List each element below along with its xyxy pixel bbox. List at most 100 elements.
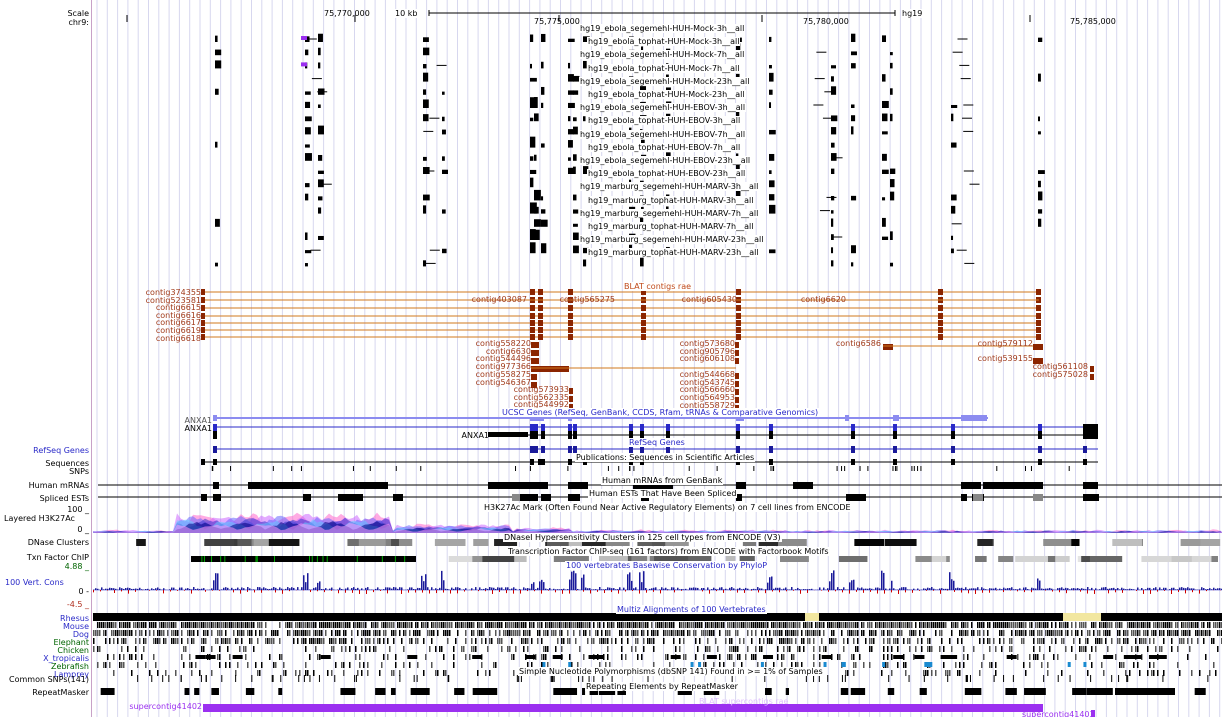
side-label-cons[interactable]: 100 Vert. Cons xyxy=(5,578,64,587)
contig-label[interactable]: contig905796 xyxy=(679,346,735,356)
contig-label[interactable]: contig374355 xyxy=(145,288,201,297)
contig-label[interactable]: contig6619 xyxy=(155,326,201,335)
ruler-tick-1: 75,770,000 xyxy=(324,9,370,18)
supercontig-label-1[interactable]: supercontig41402 xyxy=(129,702,202,711)
species-dog[interactable]: Dog xyxy=(72,630,89,639)
publications-title[interactable]: Publications: Sequences in Scientific Ar… xyxy=(575,453,756,462)
species-mouse[interactable]: Mouse xyxy=(63,622,89,631)
genome-track-area[interactable]: 75,770,000 75,775,000 75,780,000 75,785,… xyxy=(93,0,1222,717)
contig-label[interactable]: contig546367 xyxy=(475,377,531,387)
species-lamprey[interactable]: Lamprey xyxy=(54,670,89,679)
supercontig-label-2[interactable]: supercontig41403 xyxy=(1022,710,1095,717)
txn-track-title[interactable]: Transcription Factor ChIP-seq (161 facto… xyxy=(507,547,830,556)
contig-label[interactable]: contig403087 xyxy=(471,295,527,304)
cons-axis-max: 4.88 _ xyxy=(64,562,89,571)
dnase-track-title[interactable]: DNaseI Hypersensitivity Clusters in 125 … xyxy=(503,533,782,542)
rna-track-title[interactable]: hg19_ebola_tophat-HUH-Mock-23h__all xyxy=(587,90,746,99)
side-label-txn[interactable]: Txn Factor ChIP xyxy=(26,553,89,562)
side-label-refseq[interactable]: RefSeq Genes xyxy=(33,446,89,455)
side-label-ests[interactable]: Spliced ESTs xyxy=(39,494,89,503)
ruler-tick-3: 75,780,000 xyxy=(803,17,849,26)
contig-label[interactable]: contig6586 xyxy=(835,339,881,348)
gene-label-anxa1-3[interactable]: ANXA1 xyxy=(461,431,490,440)
rna-track-title[interactable]: hg19_ebola_tophat-HUH-Mock-7h__all xyxy=(587,63,741,73)
contig-label[interactable]: contig544496 xyxy=(475,354,531,364)
contig-label[interactable]: contig543745 xyxy=(679,377,735,387)
contig-label[interactable]: contig523581 xyxy=(145,295,201,305)
contig-label[interactable]: contig565275 xyxy=(559,295,615,304)
contig-label[interactable]: contig579112 xyxy=(977,339,1033,348)
contig-label[interactable]: contig562335 xyxy=(513,392,569,402)
side-label-common-snps[interactable]: Common SNPs(141) xyxy=(9,675,89,684)
rna-track-title[interactable]: hg19_ebola_segemehl-HUH-Mock-23h__all xyxy=(579,76,751,86)
contig-label[interactable]: contig561108 xyxy=(1032,362,1088,371)
species-rhesus[interactable]: Rhesus xyxy=(60,614,89,623)
species-chicken[interactable]: Chicken xyxy=(57,646,89,655)
rna-track-title[interactable]: hg19_ebola_segemehl-HUH-Mock-3h__all xyxy=(579,24,746,33)
gene-label-anxa1-2[interactable]: ANXA1 xyxy=(184,424,213,433)
contig-label[interactable]: contig606108 xyxy=(679,354,735,364)
side-label-dnase[interactable]: DNase Clusters xyxy=(27,538,89,547)
track-label-sidebar: Scale chr9: RefSeq Genes Sequences SNPs … xyxy=(0,0,92,717)
species-xtropicalis[interactable]: X_tropicalis xyxy=(43,654,89,663)
rna-track-title[interactable]: hg19_marburg_segemehl-HUH-MARV-3h__all xyxy=(579,182,760,192)
ruler-tick-2: 75,775,000 xyxy=(534,17,580,26)
rna-track-title[interactable]: hg19_marburg_segemehl-HUH-MARV-23h__all xyxy=(579,235,765,245)
ucsc-genes-title[interactable]: UCSC Genes (RefSeq, GenBank, CCDS, Rfam,… xyxy=(501,408,820,417)
rna-track-title[interactable]: hg19_ebola_tophat-HUH-EBOV-3h__all xyxy=(587,116,742,126)
contig-label[interactable]: contig544668 xyxy=(679,370,735,379)
rna-track-title[interactable]: hg19_marburg_segemehl-HUH-MARV-7h__all xyxy=(579,208,760,218)
contig-label[interactable]: contig566660 xyxy=(679,385,735,395)
contig-label[interactable]: contig558275 xyxy=(475,369,531,379)
contig-label[interactable]: contig573680 xyxy=(679,339,735,348)
side-label-sequences[interactable]: Sequences xyxy=(45,459,89,468)
snp-track-title[interactable]: Simple Nucleotide Polymorphisms (dbSNP 1… xyxy=(518,667,824,676)
contig-label[interactable]: contig564953 xyxy=(679,393,735,403)
contig-label[interactable]: contig605430 xyxy=(681,295,737,304)
contig-label[interactable]: contig6630 xyxy=(485,346,531,356)
est-track-title[interactable]: Human ESTs That Have Been Spliced xyxy=(588,489,738,498)
contig-label[interactable]: contig6618 xyxy=(155,333,201,343)
side-label-repeatmasker[interactable]: RepeatMasker xyxy=(32,688,89,697)
rna-track-title[interactable]: hg19_marburg_tophat-HUH-MARV-3h__all xyxy=(587,195,755,205)
rna-track-title[interactable]: hg19_ebola_segemehl-HUH-Mock-7h__all xyxy=(579,50,746,60)
rmsk-track-title[interactable]: Repeating Elements by RepeatMasker xyxy=(585,682,739,691)
rna-track-title[interactable]: hg19_ebola_tophat-HUH-EBOV-23h__all xyxy=(587,169,747,179)
rna-track-title[interactable]: hg19_ebola_tophat-HUH-Mock-3h__all xyxy=(587,37,741,47)
contig-label[interactable]: contig539155 xyxy=(977,354,1033,363)
contig-label[interactable]: contig575028 xyxy=(1032,370,1088,379)
rna-track-title[interactable]: hg19_ebola_segemehl-HUH-EBOV-23h__all xyxy=(579,156,752,165)
contig-label[interactable]: contig6615 xyxy=(155,303,201,313)
contig-label[interactable]: contig558220 xyxy=(475,339,531,348)
contig-label[interactable]: contig558729 xyxy=(679,400,735,410)
contig-label[interactable]: contig6620 xyxy=(800,295,846,304)
cons-track-title[interactable]: 100 vertebrates Basewise Conservation by… xyxy=(565,561,769,570)
side-label-mrnas[interactable]: Human mRNAs xyxy=(28,481,89,490)
refseq-genes-title[interactable]: RefSeq Genes xyxy=(628,438,686,447)
supercontig-track-title[interactable]: BLAT supercontigs rae xyxy=(699,697,789,706)
scale-bar-label: 10 kb xyxy=(394,9,419,18)
contig-label[interactable]: contig6616 xyxy=(155,310,201,320)
rna-track-title[interactable]: hg19_ebola_segemehl-HUH-EBOV-3h__all xyxy=(579,103,747,113)
cons-axis-min: -4.5 _ xyxy=(66,600,89,609)
contig-label[interactable]: contig977366 xyxy=(475,362,531,372)
mrna-track-title[interactable]: Human mRNAs from GenBank xyxy=(601,476,724,485)
rna-track-title[interactable]: hg19_marburg_tophat-HUH-MARV-7h__all xyxy=(587,222,755,231)
species-zebrafish[interactable]: Zebrafish xyxy=(51,662,89,671)
rna-track-title[interactable]: hg19_marburg_tophat-HUH-MARV-23h__all xyxy=(587,248,760,258)
contig-label[interactable]: contig544992 xyxy=(513,400,569,410)
side-label-h3k27ac[interactable]: Layered H3K27Ac xyxy=(4,514,75,523)
rna-track-title[interactable]: hg19_ebola_segemehl-HUH-EBOV-7h__all xyxy=(579,129,747,139)
multiz-track-title[interactable]: Multiz Alignments of 100 Vertebrates xyxy=(616,605,767,614)
contig-label[interactable]: contig6617 xyxy=(155,318,201,328)
contig-label[interactable]: contig573933 xyxy=(513,385,569,394)
side-label-snps[interactable]: SNPs xyxy=(69,467,89,476)
scale-label: Scale xyxy=(67,9,89,18)
rna-track-title[interactable]: hg19_ebola_tophat-HUH-EBOV-7h__all xyxy=(587,142,742,152)
gene-label-anxa1-1[interactable]: ANXA1 xyxy=(184,416,213,425)
blat-contigs-title[interactable]: BLAT contigs rae xyxy=(623,282,693,291)
cons-axis-zero: 0 - xyxy=(78,587,89,596)
species-elephant[interactable]: Elephant xyxy=(53,638,89,647)
ruler-tick-4: 75,785,000 xyxy=(1070,17,1116,26)
h3k27ac-track-title[interactable]: H3K27Ac Mark (Often Found Near Active Re… xyxy=(483,503,852,512)
